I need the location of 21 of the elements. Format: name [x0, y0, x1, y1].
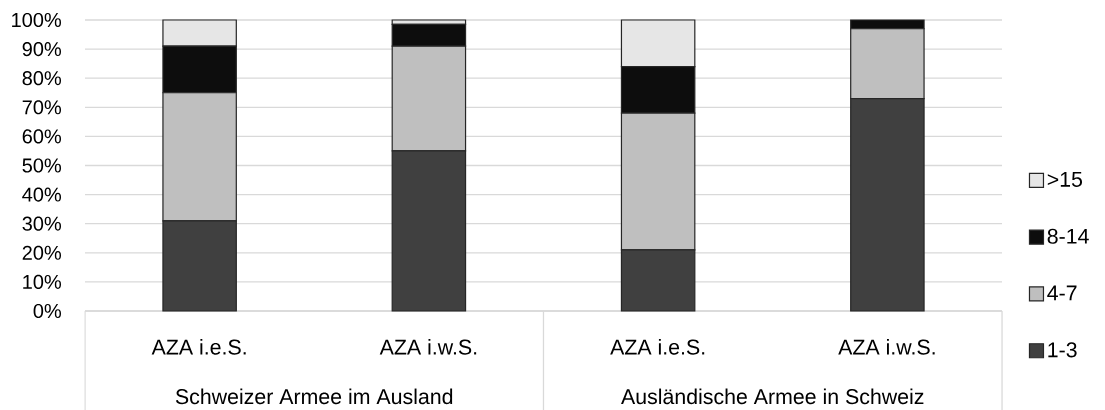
y-tick-label: 20% [22, 245, 62, 260]
y-tick-label: 70% [22, 100, 62, 115]
y-tick-label: 30% [22, 216, 62, 231]
y-tick-label: 50% [22, 158, 62, 173]
legend-label: 4-7 [1047, 285, 1077, 301]
x-tick-label: AZA i.w.S. [379, 339, 477, 355]
y-tick-label: 0% [33, 303, 62, 319]
x-tick-label: AZA i.e.S. [151, 339, 246, 355]
y-tick-label: 40% [22, 187, 62, 202]
legend-label: 1-3 [1048, 342, 1077, 358]
y-tick-label: 60% [22, 129, 62, 144]
text: Schweizer Armee im Ausland [175, 388, 453, 405]
x-tick-label: AZA i.e.S. [610, 339, 705, 355]
y-tick-label: 80% [22, 71, 62, 86]
y-tick-label: 90% [22, 42, 62, 57]
legend-label: >15 [1047, 172, 1083, 187]
y-tick-label: 10% [23, 274, 62, 289]
legend-label: 8-14 [1047, 228, 1089, 244]
y-tick-label: 100% [12, 12, 62, 28]
x-tick-label: AZA i.w.S. [838, 339, 935, 355]
text: Ausländische Armee in Schweiz [621, 388, 924, 405]
